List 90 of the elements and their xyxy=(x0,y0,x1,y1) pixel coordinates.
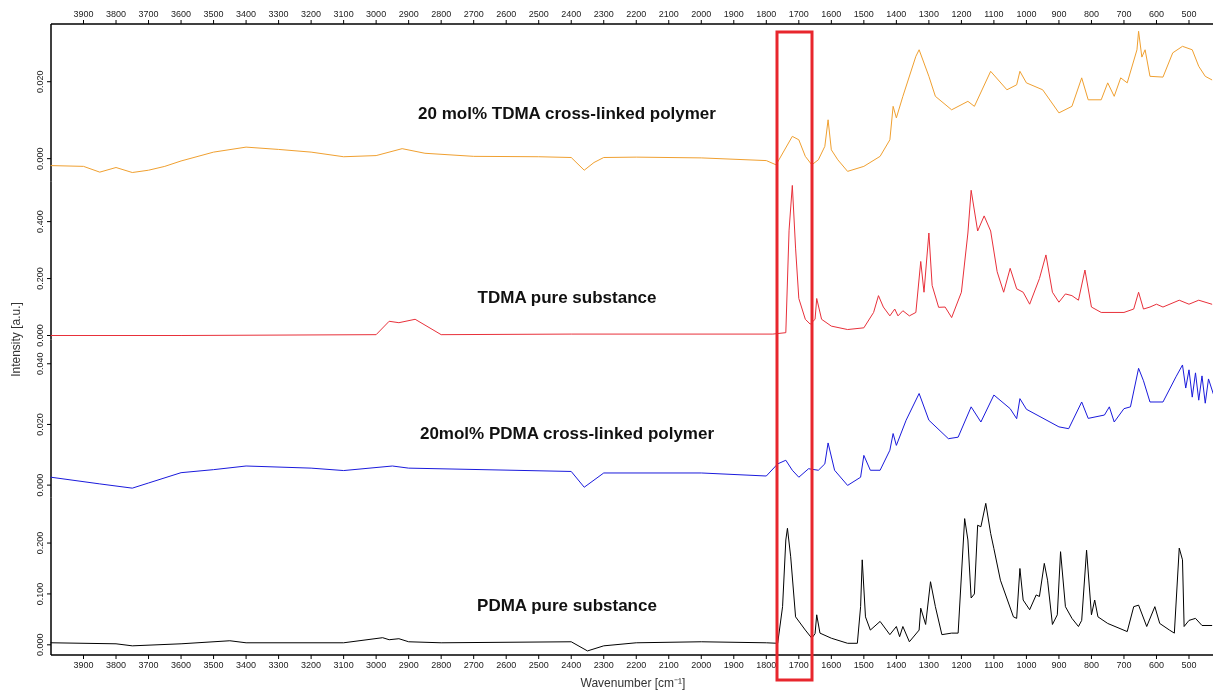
x-tick-label: 3900 xyxy=(73,660,94,670)
x2-tick-label: 3000 xyxy=(366,9,387,19)
x-tick-label: 1500 xyxy=(853,660,874,670)
x-tick-label: 2800 xyxy=(431,660,452,670)
x2-tick-label: 3100 xyxy=(333,9,354,19)
x-axis-title: Wavenumber [cm⁻¹] xyxy=(580,676,686,690)
x-tick-label: 3100 xyxy=(333,660,354,670)
series-label: PDMA pure substance xyxy=(477,595,657,615)
x-tick-label: 2100 xyxy=(658,660,679,670)
line-series xyxy=(50,184,1213,337)
x-tick-label: 1200 xyxy=(951,660,972,670)
x2-tick-label: 1700 xyxy=(788,9,809,19)
x2-tick-label: 3300 xyxy=(268,9,289,19)
x2-tick-label: 1300 xyxy=(918,9,939,19)
x2-tick-label: 1200 xyxy=(951,9,972,19)
y-tick-label: 0.000 xyxy=(35,147,45,170)
series-label: 20 mol% TDMA cross-linked polymer xyxy=(418,103,717,123)
x2-tick-label: 2500 xyxy=(528,9,549,19)
x-tick-label: 3000 xyxy=(366,660,387,670)
x-tick-label: 3300 xyxy=(268,660,289,670)
x2-tick-label: 800 xyxy=(1083,9,1099,19)
x2-tick-label: 1800 xyxy=(756,9,777,19)
x-tick-label: 500 xyxy=(1181,660,1197,670)
x-tick-label: 3200 xyxy=(301,660,322,670)
x2-tick-label: 2800 xyxy=(431,9,452,19)
series-label: 20mol% PDMA cross-linked polymer xyxy=(419,423,715,443)
x-tick-label: 1100 xyxy=(984,660,1004,670)
x2-tick-label: 2000 xyxy=(691,9,712,19)
x-tick-label: 3600 xyxy=(171,660,192,670)
x2-tick-label: 500 xyxy=(1181,9,1197,19)
y-tick-label: 0.200 xyxy=(35,267,45,290)
x2-tick-label: 3800 xyxy=(106,9,127,19)
x-tick-label: 1800 xyxy=(756,660,777,670)
x-tick-label: 2400 xyxy=(561,660,582,670)
x2-tick-label: 700 xyxy=(1116,9,1132,19)
x2-tick-label: 3600 xyxy=(171,9,192,19)
x2-tick-label: 3900 xyxy=(73,9,94,19)
x-tick-label: 1900 xyxy=(723,660,744,670)
y-tick-label: 0.040 xyxy=(35,352,45,376)
x-tick-label: 800 xyxy=(1083,660,1099,670)
y-tick-label: 0.000 xyxy=(35,473,45,497)
x-tick-label: 1000 xyxy=(1016,660,1037,670)
x-tick-label: 2900 xyxy=(398,660,419,670)
x2-tick-label: 2400 xyxy=(561,9,582,19)
x2-tick-label: 2200 xyxy=(626,9,647,19)
x2-tick-label: 1400 xyxy=(886,9,907,19)
series-label: TDMA pure substance xyxy=(477,288,657,308)
y-tick-label: 0.000 xyxy=(35,633,45,657)
y-tick-label: 0.100 xyxy=(35,582,45,606)
x2-tick-label: 1600 xyxy=(821,9,842,19)
x-tick-label: 900 xyxy=(1051,660,1067,670)
x2-tick-label: 3200 xyxy=(301,9,322,19)
x-tick-label: 1300 xyxy=(918,660,939,670)
y-tick-label: 0.400 xyxy=(35,210,45,233)
line-series xyxy=(50,30,1213,174)
x-tick-label: 2300 xyxy=(593,660,614,670)
x-tick-label: 1600 xyxy=(821,660,842,670)
x-tick-label: 3700 xyxy=(138,660,159,670)
x-tick-label: 3800 xyxy=(106,660,127,670)
x-tick-label: 600 xyxy=(1148,660,1164,670)
y-tick-label: 0.000 xyxy=(35,324,45,347)
x-tick-label: 3400 xyxy=(236,660,257,670)
x-tick-label: 1700 xyxy=(788,660,809,670)
x2-tick-label: 2700 xyxy=(463,9,484,19)
x2-tick-label: 2600 xyxy=(496,9,517,19)
y-tick-label: 0.020 xyxy=(35,413,45,436)
x-tick-label: 2000 xyxy=(691,660,712,670)
x-tick-label: 1400 xyxy=(886,660,907,670)
x-tick-label: 3500 xyxy=(203,660,224,670)
x2-tick-label: 2900 xyxy=(398,9,419,19)
x2-tick-label: 900 xyxy=(1051,9,1067,19)
y-tick-label: 0.200 xyxy=(35,531,45,555)
x2-tick-label: 2300 xyxy=(593,9,614,19)
x-tick-label: 700 xyxy=(1116,660,1132,670)
x-tick-label: 2500 xyxy=(528,660,549,670)
x2-tick-label: 3500 xyxy=(203,9,224,19)
x2-tick-label: 1100 xyxy=(984,9,1004,19)
x2-tick-label: 1900 xyxy=(723,9,744,19)
y-axis-title: Intensity [a.u.] xyxy=(9,302,23,377)
x2-tick-label: 3400 xyxy=(236,9,257,19)
x2-tick-label: 600 xyxy=(1148,9,1164,19)
x2-tick-label: 1500 xyxy=(853,9,874,19)
line-series xyxy=(50,364,1213,489)
x2-tick-label: 3700 xyxy=(138,9,159,19)
y-tick-label: 0.020 xyxy=(35,70,45,93)
x2-tick-label: 1000 xyxy=(1016,9,1037,19)
x-tick-label: 2600 xyxy=(496,660,517,670)
x-tick-label: 2200 xyxy=(626,660,647,670)
x-tick-label: 2700 xyxy=(463,660,484,670)
x2-tick-label: 2100 xyxy=(658,9,679,19)
